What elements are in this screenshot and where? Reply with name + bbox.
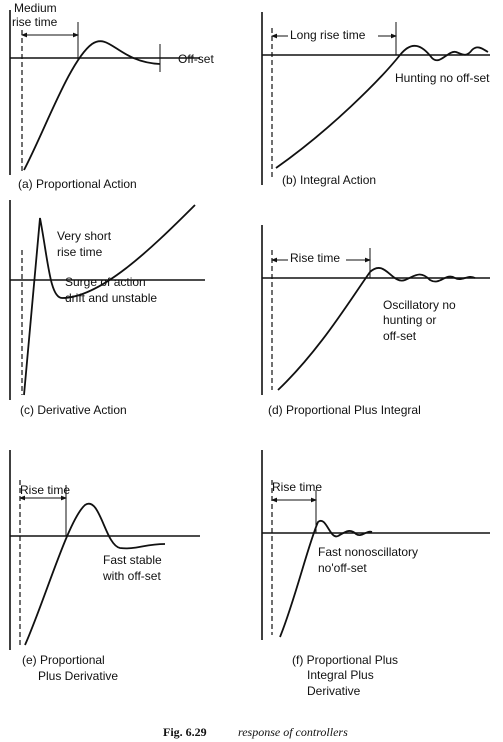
label-bg (288, 251, 346, 265)
annotation: Rise time (272, 480, 322, 494)
label-bg (288, 28, 378, 42)
annotation: Surge of action (65, 275, 146, 289)
annotation: Rise time (20, 483, 70, 497)
caption: (e) Proportional (22, 653, 105, 667)
annotation: Long rise time (290, 28, 366, 42)
axes (261, 225, 490, 395)
panel-f: Rise time Fast nonoscillatory no'off-set… (261, 450, 490, 698)
axes (261, 450, 490, 640)
annotation: Very short (57, 229, 112, 243)
caption: (c) Derivative Action (20, 403, 127, 417)
caption: Derivative (307, 684, 361, 698)
annotation: Off-set (178, 52, 214, 66)
figure-title: response of controllers (238, 725, 348, 739)
annotation: off-set (383, 329, 417, 343)
response-curve (24, 502, 166, 646)
annotation: Fast stable (103, 553, 162, 567)
panel-e: Rise time Fast stable with off-set (e) P… (9, 450, 200, 683)
annotation: rise time (12, 15, 58, 29)
annotation: hunting or (383, 313, 436, 327)
caption: (d) Proportional Plus Integral (268, 403, 421, 417)
annotation: rise time (57, 245, 103, 259)
annotation: drift and unstable (65, 291, 157, 305)
panel-b: Long rise time Hunting no off-set (b) In… (261, 12, 490, 187)
annotation: Medium (14, 1, 57, 15)
annotation: Rise time (290, 251, 340, 265)
axes (261, 12, 490, 185)
panel-d: Rise time Oscillatory no hunting or off-… (261, 225, 490, 417)
response-curve (279, 519, 373, 638)
annotation: no'off-set (318, 561, 367, 575)
response-curve (275, 45, 489, 169)
caption: Integral Plus (307, 668, 374, 682)
response-curve (23, 204, 196, 396)
annotation: Oscillatory no (383, 298, 456, 312)
panel-c: Very short rise time Surge of action dri… (9, 200, 205, 417)
caption: (b) Integral Action (282, 173, 376, 187)
caption: (f) Proportional Plus (292, 653, 398, 667)
axes (9, 10, 200, 175)
axes (9, 450, 200, 650)
response-curve (23, 40, 161, 171)
axes (9, 200, 205, 400)
annotation: with off-set (102, 569, 161, 583)
figure-number: Fig. 6.29 (163, 725, 207, 739)
annotation: Hunting no off-set (395, 71, 490, 85)
caption: (a) Proportional Action (18, 177, 137, 191)
annotation: Fast nonoscillatory (318, 545, 418, 559)
caption: Plus Derivative (38, 669, 118, 683)
panel-a: Medium rise time Off-set (a) Proportiona… (9, 1, 214, 191)
response-curve (277, 267, 476, 391)
